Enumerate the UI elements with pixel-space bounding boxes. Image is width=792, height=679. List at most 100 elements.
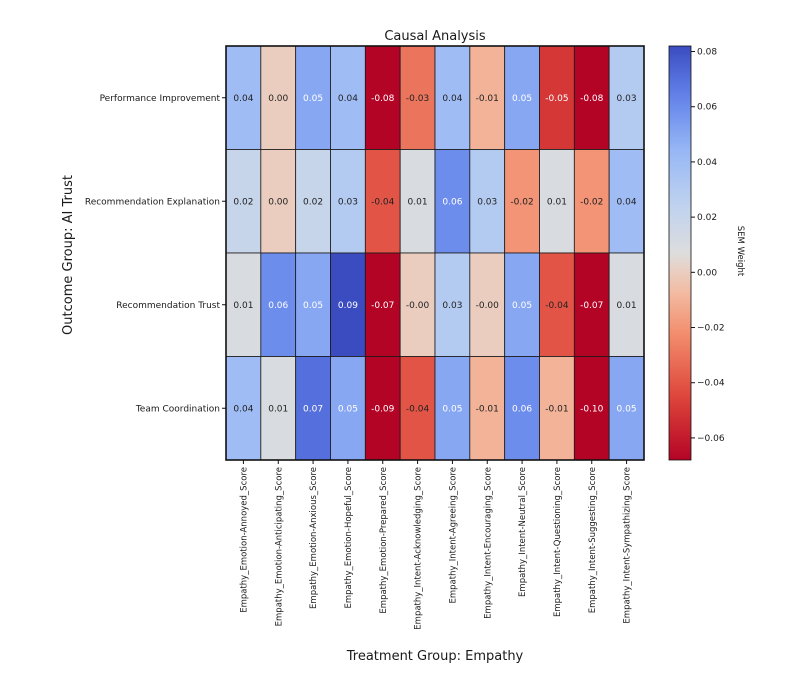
- cell-value-label: -0.00: [476, 301, 500, 311]
- cell-value-label: 0.02: [303, 197, 323, 207]
- heatmap-cell: [434, 252, 471, 357]
- heatmap-cell: [330, 149, 366, 254]
- heatmap-cell: [364, 149, 401, 254]
- column-tick-label: Empathy_Intent-Questioning_Score: [553, 467, 563, 617]
- column-tick-label: Empathy_Intent-Suggesting_Score: [588, 467, 598, 613]
- column-tick-labels: Empathy_Emotion-Annoyed_Score Empathy_Emo…: [239, 460, 633, 630]
- heatmap-cell: [608, 252, 645, 357]
- column-tick-label: Empathy_Emotion-Prepared_Score: [379, 467, 389, 614]
- cell-value-label: 0.01: [617, 301, 637, 311]
- row-tick-label: Recommendation Trust: [116, 301, 220, 311]
- cell-value-label: 0.09: [338, 301, 358, 311]
- heatmap-cell: [469, 45, 506, 150]
- heatmap-cell: [573, 149, 610, 254]
- heatmap-cell: [539, 356, 575, 461]
- colorbar-label: SEM Weight: [735, 226, 745, 277]
- cell-value-label: 0.05: [338, 404, 358, 414]
- column-tick-label: Empathy_Intent-Acknowledging_Score: [414, 467, 424, 630]
- colorbar: 0.08 0.06 0.04 0.02 0.00 −0.02 −0.04 −0.06: [668, 45, 725, 461]
- colorbar-tick-label: 0.02: [697, 213, 717, 223]
- cell-value-label: -0.03: [406, 94, 429, 104]
- heatmap-cell: [539, 149, 575, 254]
- row-tick-labels: Performance Improvement Recommendation Ex…: [85, 94, 226, 414]
- cell-value-label: 0.01: [233, 301, 253, 311]
- cell-value-label: -0.01: [476, 94, 499, 104]
- cell-value-label: 0.05: [442, 404, 462, 414]
- heatmap-cell: [434, 356, 471, 461]
- colorbar-tick-label: 0.00: [697, 268, 717, 278]
- cell-value-label: -0.04: [406, 404, 430, 414]
- heatmap-cell: [260, 149, 297, 254]
- cell-value-label: 0.05: [303, 301, 323, 311]
- cell-value-label: 0.01: [268, 404, 288, 414]
- cell-value-label: 0.04: [442, 94, 462, 104]
- heatmap-cells: 0.04 0.00 0.05 0.04 -0.08 -0.03 0.04 -0.01 0.05 -…: [225, 45, 645, 461]
- column-tick-label: Empathy_Emotion-Hopeful_Score: [344, 467, 354, 608]
- heatmap-cell: [504, 149, 540, 254]
- heatmap-cell: [469, 149, 506, 254]
- colorbar-tick-label: −0.06: [697, 434, 725, 444]
- column-tick-label: Empathy_Intent-Agreeing_Score: [448, 467, 458, 604]
- heatmap-cell: [225, 252, 262, 357]
- heatmap-cell: [330, 45, 366, 150]
- heatmap-cell: [608, 45, 645, 150]
- column-tick-label: Empathy_Emotion-Anxious_Score: [309, 467, 319, 609]
- heatmap-cell: [504, 356, 540, 461]
- heatmap-cell: [608, 356, 645, 461]
- cell-value-label: 0.04: [338, 94, 358, 104]
- row-tick-label: Performance Improvement: [100, 94, 221, 104]
- cell-value-label: -0.09: [371, 404, 395, 414]
- cell-value-label: 0.03: [617, 94, 637, 104]
- cell-value-label: -0.04: [371, 197, 395, 207]
- heatmap-cell: [225, 45, 262, 150]
- heatmap-cell: [399, 356, 436, 461]
- cell-value-label: 0.05: [303, 94, 323, 104]
- cell-value-label: 0.07: [303, 404, 323, 414]
- cell-value-label: 0.03: [442, 301, 462, 311]
- row-tick-label: Team Coordination: [135, 404, 220, 414]
- colorbar-gradient: [668, 45, 692, 461]
- column-tick-label: Empathy_Emotion-Annoyed_Score: [239, 467, 249, 613]
- cell-value-label: -0.05: [545, 94, 568, 104]
- column-tick-label: Empathy_Emotion-Anticipating_Score: [274, 467, 284, 626]
- column-tick-label: Empathy_Intent-Sympathizing_Score: [623, 467, 633, 624]
- heatmap-cell: [225, 356, 262, 461]
- column-tick-label: Empathy_Intent-Encouraging_Score: [483, 467, 493, 619]
- heatmap-cell: [539, 45, 575, 150]
- heatmap-cell: [330, 252, 366, 357]
- cell-value-label: -0.08: [371, 94, 395, 104]
- heatmap-cell: [260, 45, 297, 150]
- cell-value-label: 0.02: [233, 197, 253, 207]
- colorbar-tick-label: −0.04: [697, 379, 725, 389]
- cell-value-label: 0.04: [233, 94, 253, 104]
- heatmap-cell: [330, 356, 366, 461]
- cell-value-label: 0.06: [512, 404, 532, 414]
- colorbar-tick-label: 0.08: [697, 48, 717, 58]
- heatmap-cell: [295, 252, 331, 357]
- y-axis-title: Outcome Group: AI Trust: [61, 175, 76, 335]
- heatmap-cell: [434, 149, 471, 254]
- cell-value-label: 0.06: [268, 301, 288, 311]
- cell-value-label: 0.01: [547, 197, 567, 207]
- cell-value-label: 0.00: [268, 197, 288, 207]
- cell-value-label: -0.07: [371, 301, 394, 311]
- cell-value-label: 0.03: [338, 197, 358, 207]
- cell-value-label: -0.08: [580, 94, 604, 104]
- x-axis-title: Treatment Group: Empathy: [346, 649, 524, 664]
- cell-value-label: -0.02: [510, 197, 533, 207]
- cell-value-label: -0.10: [580, 404, 604, 414]
- cell-value-label: 0.04: [233, 404, 253, 414]
- cell-value-label: -0.00: [406, 301, 430, 311]
- cell-value-label: 0.06: [442, 197, 462, 207]
- heatmap-cell: [364, 252, 401, 357]
- heatmap-cell: [260, 356, 297, 461]
- row-tick-label: Recommendation Explanation: [85, 197, 220, 207]
- cell-value-label: -0.07: [580, 301, 603, 311]
- chart-title: Causal Analysis: [384, 29, 486, 44]
- heatmap-cell: [399, 149, 436, 254]
- cell-value-label: -0.02: [580, 197, 603, 207]
- heatmap-cell: [399, 45, 436, 150]
- colorbar-tick-label: 0.06: [697, 103, 717, 113]
- cell-value-label: -0.01: [476, 404, 499, 414]
